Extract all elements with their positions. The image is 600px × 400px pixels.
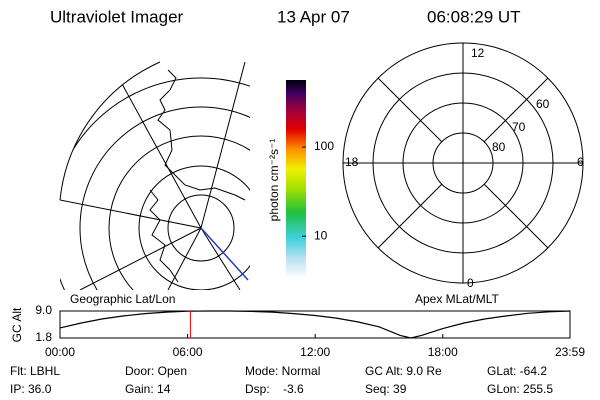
coastline: [149, 69, 246, 283]
lat-circle: [138, 165, 250, 290]
x-tick-label: 18:00: [428, 345, 458, 359]
meridians: [60, 62, 246, 290]
map-caption: Geographic Lat/Lon: [70, 292, 175, 306]
polar-grid: 12 18 6 0 60 70 80: [342, 42, 584, 290]
spokes: [343, 43, 583, 283]
info-field: Door: Open: [125, 364, 187, 378]
info-field: Gain: 14: [125, 382, 171, 396]
x-tick-label: 12:00: [300, 345, 330, 359]
colorbar-tick-label: 10: [314, 228, 328, 242]
date: 13 Apr 07: [277, 7, 350, 26]
geo-map: [60, 62, 250, 290]
info-field: Flt: LBHL: [10, 364, 60, 378]
mlat-label: 80: [492, 140, 506, 154]
info-field: GLon: 255.5: [487, 382, 553, 396]
lat-circle: [79, 106, 250, 290]
lat-circle: [167, 194, 235, 262]
info-field: IP: 36.0: [10, 382, 52, 396]
sun-direction: [200, 227, 249, 281]
x-tick-label: 23:59: [555, 345, 585, 359]
info-field: Seq: 39: [365, 382, 407, 396]
x-tick-label: 06:00: [173, 345, 203, 359]
mlat-label: 60: [536, 97, 550, 111]
mlt-label: 0: [467, 276, 474, 290]
info-field: Dsp: -3.6: [245, 382, 304, 396]
altitude-line: [59, 310, 571, 339]
y-tick-label: 1.8: [35, 330, 52, 344]
y-axis-label: GC Alt: [10, 307, 24, 342]
lat-circle: [60, 77, 250, 290]
colorbar: [286, 80, 306, 278]
lat-circle: [108, 135, 250, 290]
map-edge: [59, 61, 161, 201]
colorbar-tick-label: 100: [314, 139, 334, 153]
time: 06:08:29 UT: [427, 7, 521, 26]
mlat-label: 70: [512, 120, 526, 134]
colorbar-label: photon cm⁻²s⁻¹: [267, 139, 281, 222]
x-tick-label: 00:00: [45, 345, 75, 359]
mlt-label: 12: [471, 46, 485, 60]
info-field: GC Alt: 9.0 Re: [365, 364, 442, 378]
info-field: Mode: Normal: [245, 364, 320, 378]
mlt-label: 18: [345, 155, 359, 169]
info-field: GLat: -64.2: [487, 364, 547, 378]
mlt-label: 6: [577, 155, 584, 169]
polar-caption: Apex MLat/MLT: [415, 292, 499, 306]
y-tick-label: 9.0: [35, 303, 52, 317]
title: Ultraviolet Imager: [50, 7, 184, 26]
